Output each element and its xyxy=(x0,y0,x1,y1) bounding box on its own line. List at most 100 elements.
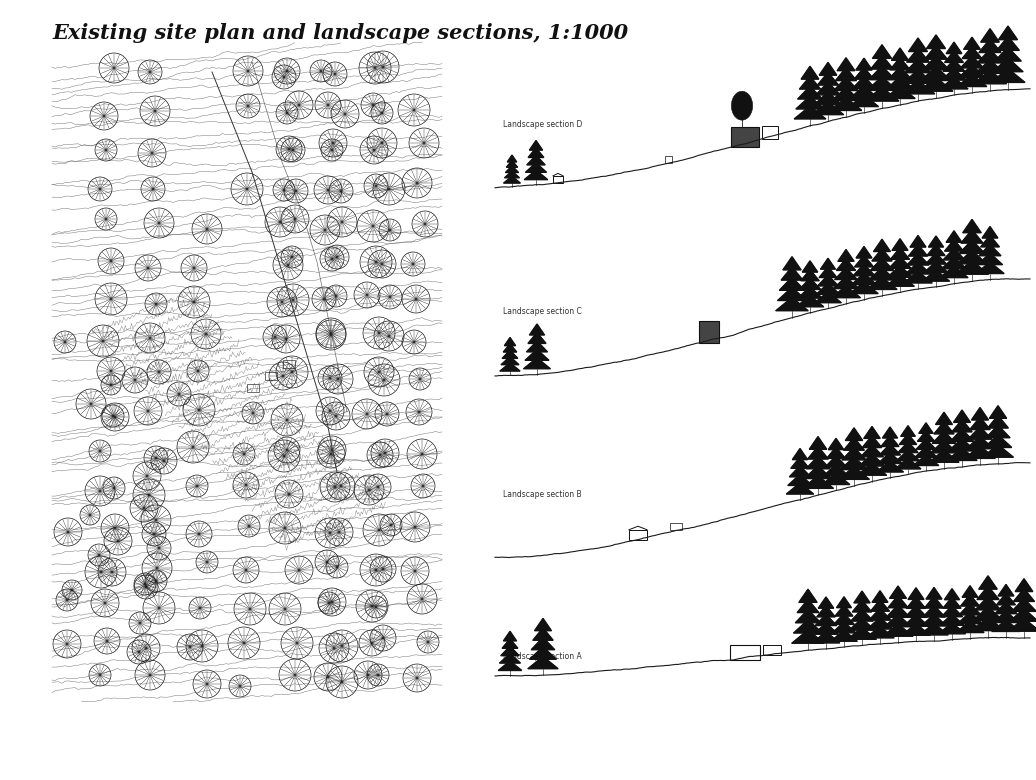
Polygon shape xyxy=(873,239,891,251)
Polygon shape xyxy=(885,86,915,98)
Polygon shape xyxy=(868,268,895,280)
Polygon shape xyxy=(803,476,834,488)
Polygon shape xyxy=(842,447,866,460)
Bar xyxy=(629,530,648,540)
Polygon shape xyxy=(903,271,932,283)
Polygon shape xyxy=(974,70,1007,83)
Polygon shape xyxy=(533,628,553,640)
Polygon shape xyxy=(972,407,988,420)
Polygon shape xyxy=(962,219,981,232)
Polygon shape xyxy=(789,466,810,477)
Polygon shape xyxy=(819,267,837,278)
Polygon shape xyxy=(975,60,1005,73)
Polygon shape xyxy=(813,623,838,634)
Polygon shape xyxy=(837,58,855,71)
Polygon shape xyxy=(992,58,1024,72)
Polygon shape xyxy=(909,244,927,256)
Polygon shape xyxy=(975,597,1001,610)
Polygon shape xyxy=(962,586,978,597)
Polygon shape xyxy=(963,37,980,49)
Polygon shape xyxy=(859,454,885,466)
Polygon shape xyxy=(801,270,819,281)
Polygon shape xyxy=(834,78,859,90)
Polygon shape xyxy=(939,622,966,634)
Polygon shape xyxy=(778,287,806,300)
Polygon shape xyxy=(870,258,894,271)
Polygon shape xyxy=(962,47,982,58)
Polygon shape xyxy=(864,427,881,438)
Text: Landscape section B: Landscape section B xyxy=(503,490,581,499)
Polygon shape xyxy=(524,170,548,179)
Polygon shape xyxy=(998,584,1014,596)
Polygon shape xyxy=(952,420,972,432)
Polygon shape xyxy=(979,576,998,589)
Polygon shape xyxy=(927,244,945,256)
Polygon shape xyxy=(851,86,876,98)
Polygon shape xyxy=(887,266,913,277)
Polygon shape xyxy=(840,457,868,470)
Polygon shape xyxy=(529,647,556,659)
Polygon shape xyxy=(831,630,858,641)
Polygon shape xyxy=(528,332,546,343)
Polygon shape xyxy=(965,446,996,459)
Polygon shape xyxy=(503,176,520,183)
Polygon shape xyxy=(838,250,854,261)
Polygon shape xyxy=(886,605,910,617)
Polygon shape xyxy=(915,447,938,457)
Polygon shape xyxy=(835,605,853,616)
Polygon shape xyxy=(847,627,876,640)
Polygon shape xyxy=(502,350,518,358)
Polygon shape xyxy=(808,446,829,459)
Polygon shape xyxy=(869,66,895,80)
Polygon shape xyxy=(798,287,823,298)
Polygon shape xyxy=(957,74,987,87)
Polygon shape xyxy=(525,349,549,360)
Polygon shape xyxy=(790,457,809,468)
Polygon shape xyxy=(883,427,897,438)
Polygon shape xyxy=(529,324,545,335)
Polygon shape xyxy=(960,594,979,606)
Polygon shape xyxy=(888,595,909,608)
Polygon shape xyxy=(503,631,517,641)
Polygon shape xyxy=(991,620,1020,632)
Polygon shape xyxy=(890,586,906,598)
Polygon shape xyxy=(812,632,840,643)
Polygon shape xyxy=(505,338,516,346)
Polygon shape xyxy=(888,67,912,80)
Polygon shape xyxy=(862,436,882,448)
Polygon shape xyxy=(940,77,968,89)
Polygon shape xyxy=(901,80,934,94)
Polygon shape xyxy=(982,226,998,238)
Bar xyxy=(553,176,563,183)
Polygon shape xyxy=(876,461,903,472)
Polygon shape xyxy=(942,257,967,269)
Polygon shape xyxy=(959,240,985,254)
Polygon shape xyxy=(943,597,961,608)
Polygon shape xyxy=(977,49,1003,63)
Polygon shape xyxy=(858,463,887,475)
Polygon shape xyxy=(949,438,976,451)
Polygon shape xyxy=(932,431,956,443)
Polygon shape xyxy=(896,450,920,461)
Polygon shape xyxy=(845,427,863,441)
Polygon shape xyxy=(991,69,1025,83)
Polygon shape xyxy=(887,76,914,89)
Text: Landscape section A: Landscape section A xyxy=(503,652,582,661)
Bar xyxy=(699,321,719,343)
Polygon shape xyxy=(924,597,944,608)
Polygon shape xyxy=(919,423,933,434)
Polygon shape xyxy=(973,607,1003,620)
Polygon shape xyxy=(979,39,1001,52)
Polygon shape xyxy=(528,148,544,158)
Polygon shape xyxy=(823,473,850,484)
Polygon shape xyxy=(835,68,857,80)
Polygon shape xyxy=(815,82,840,95)
Polygon shape xyxy=(872,590,888,602)
Polygon shape xyxy=(836,259,856,271)
Polygon shape xyxy=(890,58,911,70)
Bar xyxy=(664,156,671,163)
Polygon shape xyxy=(870,55,893,69)
Polygon shape xyxy=(892,48,909,60)
Polygon shape xyxy=(830,98,862,111)
Bar xyxy=(730,645,760,660)
